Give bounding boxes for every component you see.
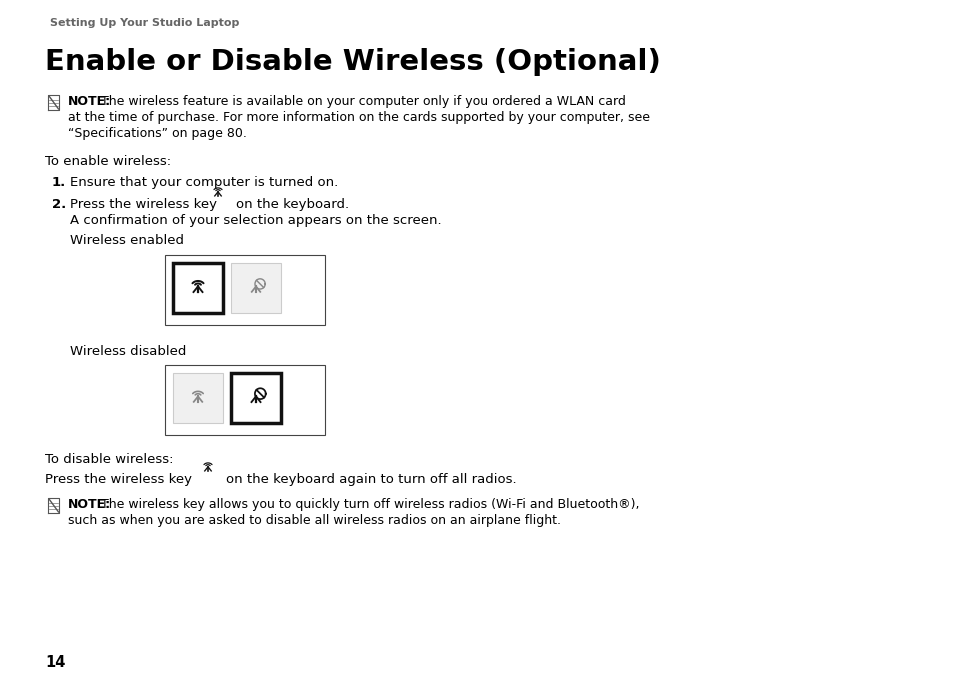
Text: Setting Up Your Studio Laptop: Setting Up Your Studio Laptop xyxy=(50,18,239,28)
Text: 2.: 2. xyxy=(52,198,66,211)
Text: on the keyboard.: on the keyboard. xyxy=(235,198,349,211)
Text: A confirmation of your selection appears on the screen.: A confirmation of your selection appears… xyxy=(70,214,441,227)
Text: To enable wireless:: To enable wireless: xyxy=(45,155,171,168)
Text: The wireless key allows you to quickly turn off wireless radios (Wi-Fi and Bluet: The wireless key allows you to quickly t… xyxy=(97,498,639,511)
Polygon shape xyxy=(48,95,59,110)
Bar xyxy=(231,263,281,313)
Text: at the time of purchase. For more information on the cards supported by your com: at the time of purchase. For more inform… xyxy=(68,111,649,124)
Text: To disable wireless:: To disable wireless: xyxy=(45,453,173,466)
Bar xyxy=(165,365,325,435)
Text: NOTE:: NOTE: xyxy=(68,95,111,108)
Text: on the keyboard again to turn off all radios.: on the keyboard again to turn off all ra… xyxy=(226,473,517,486)
Text: NOTE:: NOTE: xyxy=(68,498,111,511)
Bar xyxy=(172,373,223,423)
Text: 1.: 1. xyxy=(52,176,66,189)
Text: Press the wireless key: Press the wireless key xyxy=(70,198,216,211)
Text: “Specifications” on page 80.: “Specifications” on page 80. xyxy=(68,127,247,140)
Bar xyxy=(165,255,325,325)
Text: 14: 14 xyxy=(45,655,66,670)
Text: Wireless disabled: Wireless disabled xyxy=(70,345,186,358)
Text: Ensure that your computer is turned on.: Ensure that your computer is turned on. xyxy=(70,176,338,189)
Polygon shape xyxy=(48,498,59,513)
Text: such as when you are asked to disable all wireless radios on an airplane flight.: such as when you are asked to disable al… xyxy=(68,514,560,527)
Text: Enable or Disable Wireless (Optional): Enable or Disable Wireless (Optional) xyxy=(45,48,660,76)
Bar xyxy=(231,373,281,423)
Text: Wireless enabled: Wireless enabled xyxy=(70,234,184,247)
Bar xyxy=(172,263,223,313)
Text: Press the wireless key: Press the wireless key xyxy=(45,473,192,486)
Text: The wireless feature is available on your computer only if you ordered a WLAN ca: The wireless feature is available on you… xyxy=(97,95,625,108)
